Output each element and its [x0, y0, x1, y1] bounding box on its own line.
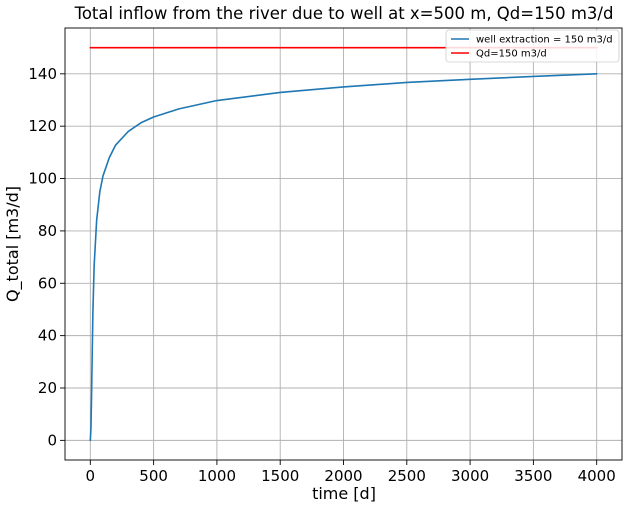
- x-tick-label: 500: [139, 467, 168, 485]
- x-axis-label: time [d]: [312, 484, 376, 503]
- x-tick-label: 0: [86, 467, 96, 485]
- legend-label-1: well extraction = 150 m3/d: [476, 35, 613, 46]
- legend-box: [445, 29, 620, 63]
- y-tick-label: 40: [38, 327, 57, 345]
- y-axis-label: Q_total [m3/d]: [3, 186, 23, 302]
- y-tick-label: 100: [28, 170, 57, 188]
- legend-label-2: Qd=150 m3/d: [476, 49, 547, 60]
- chart-title: Total inflow from the river due to well …: [74, 4, 614, 23]
- y-tick-label: 0: [47, 431, 57, 449]
- x-tick-label: 2000: [324, 467, 362, 485]
- series-line-1: [89, 73, 598, 442]
- y-tick-label: 60: [38, 274, 57, 292]
- x-tick-label: 3000: [451, 467, 489, 485]
- x-tick-label: 1000: [198, 467, 236, 485]
- x-tick-label: 2500: [388, 467, 426, 485]
- axis-ticks: 0 500 1000 1500 2000 2500 3000 3500 4000 0 20 40 60 8…: [28, 65, 615, 485]
- x-tick-label: 4000: [578, 467, 616, 485]
- y-tick-label: 120: [28, 117, 57, 135]
- x-tick-label: 3500: [514, 467, 552, 485]
- legend: well extraction = 150 m3/d Qd=150 m3/d: [445, 29, 620, 63]
- y-tick-label: 20: [38, 379, 57, 397]
- y-tick-label: 80: [38, 222, 57, 240]
- x-tick-label: 1500: [261, 467, 299, 485]
- y-tick-label: 140: [28, 65, 57, 83]
